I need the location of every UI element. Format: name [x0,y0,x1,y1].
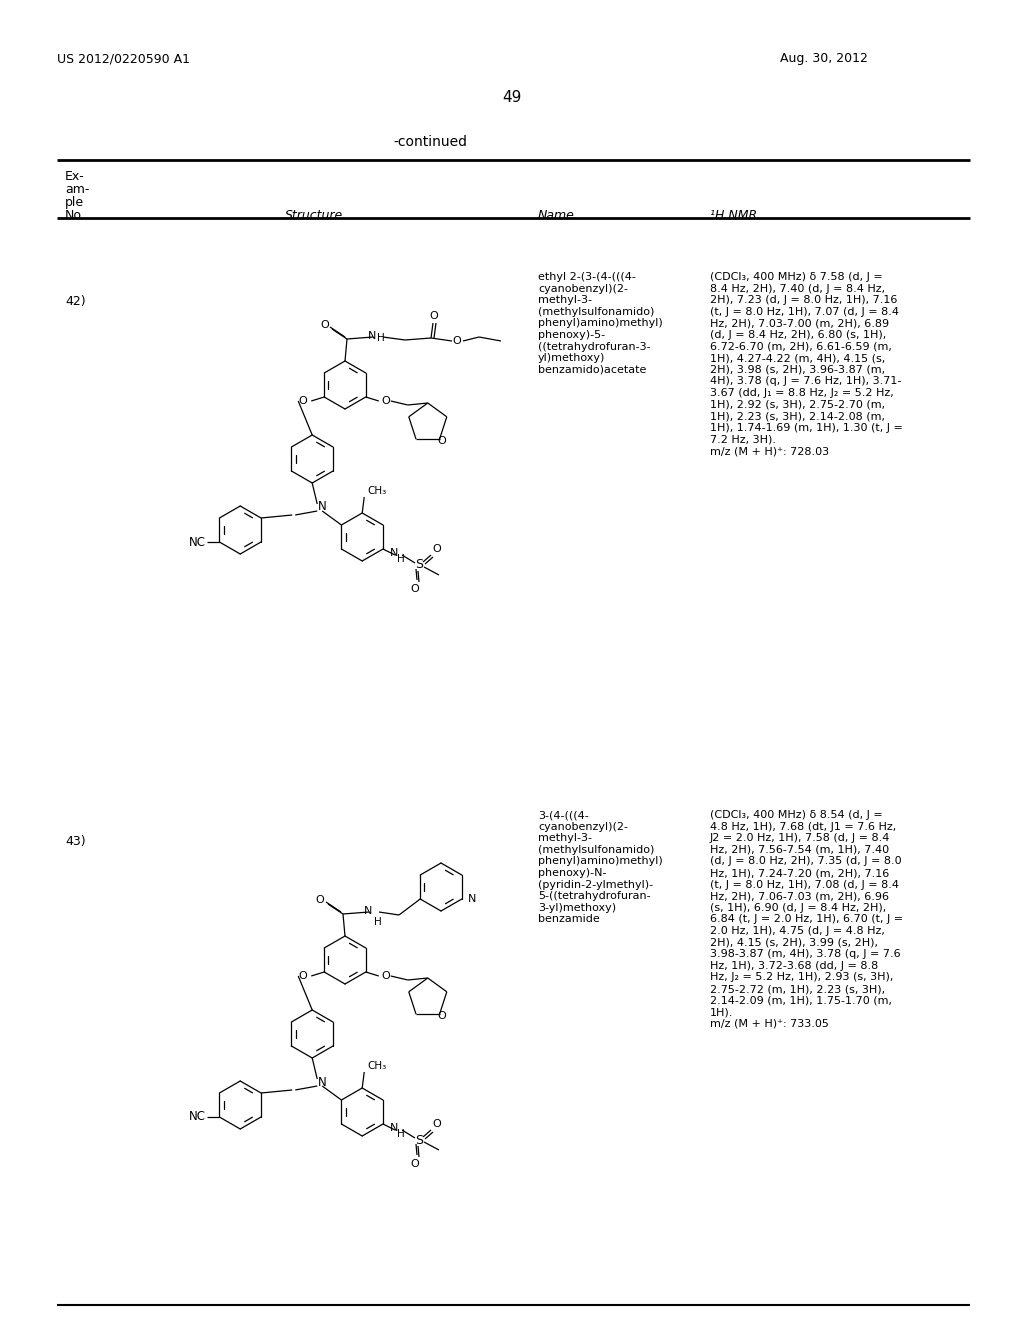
Text: H: H [397,1129,404,1139]
Text: O: O [299,396,307,407]
Text: S: S [415,558,423,572]
Text: 43): 43) [65,836,86,847]
Text: CH₃: CH₃ [368,486,386,496]
Text: 49: 49 [503,90,521,106]
Text: NC: NC [189,1110,206,1123]
Text: O: O [432,1119,441,1129]
Text: O: O [437,1011,446,1020]
Text: S: S [415,1134,423,1147]
Text: (CDCl₃, 400 MHz) δ 7.58 (d, J =
8.4 Hz, 2H), 7.40 (d, J = 8.4 Hz,
2H), 7.23 (d, : (CDCl₃, 400 MHz) δ 7.58 (d, J = 8.4 Hz, … [710,272,903,455]
Text: O: O [453,337,462,346]
Text: O: O [411,583,420,594]
Text: H: H [397,554,404,564]
Text: N: N [364,906,372,916]
Text: O: O [315,895,325,906]
Text: O: O [321,319,330,330]
Text: H: H [377,333,385,343]
Text: O: O [437,436,446,446]
Text: Ex-: Ex- [65,170,85,183]
Text: CH₃: CH₃ [368,1061,386,1071]
Text: N: N [317,1076,327,1089]
Text: 3-(4-(((4-
cyanobenzyl)(2-
methyl-3-
(methylsulfonamido)
phenyl)amino)methyl)
ph: 3-(4-(((4- cyanobenzyl)(2- methyl-3- (me… [538,810,663,924]
Text: No.: No. [65,209,86,222]
Text: N: N [468,894,476,904]
Text: N: N [317,500,327,513]
Text: ¹H NMR: ¹H NMR [710,209,757,222]
Text: 42): 42) [65,294,86,308]
Text: N: N [390,1123,398,1133]
Text: O: O [430,312,438,321]
Text: O: O [411,1159,420,1170]
Text: ethyl 2-(3-(4-(((4-
cyanobenzyl)(2-
methyl-3-
(methylsulfonamido)
phenyl)amino)m: ethyl 2-(3-(4-(((4- cyanobenzyl)(2- meth… [538,272,663,375]
Text: Name: Name [538,209,574,222]
Text: Structure: Structure [285,209,343,222]
Text: O: O [432,544,441,554]
Text: -continued: -continued [393,135,467,149]
Text: Aug. 30, 2012: Aug. 30, 2012 [780,51,868,65]
Text: N: N [368,331,376,341]
Text: ple: ple [65,195,84,209]
Text: US 2012/0220590 A1: US 2012/0220590 A1 [57,51,190,65]
Text: NC: NC [189,536,206,549]
Text: O: O [299,972,307,981]
Text: O: O [381,972,390,981]
Text: H: H [374,917,382,927]
Text: N: N [390,548,398,558]
Text: am-: am- [65,183,89,195]
Text: (CDCl₃, 400 MHz) δ 8.54 (d, J =
4.8 Hz, 1H), 7.68 (dt, J1 = 7.6 Hz,
J2 = 2.0 Hz,: (CDCl₃, 400 MHz) δ 8.54 (d, J = 4.8 Hz, … [710,810,903,1028]
Text: O: O [381,396,390,407]
